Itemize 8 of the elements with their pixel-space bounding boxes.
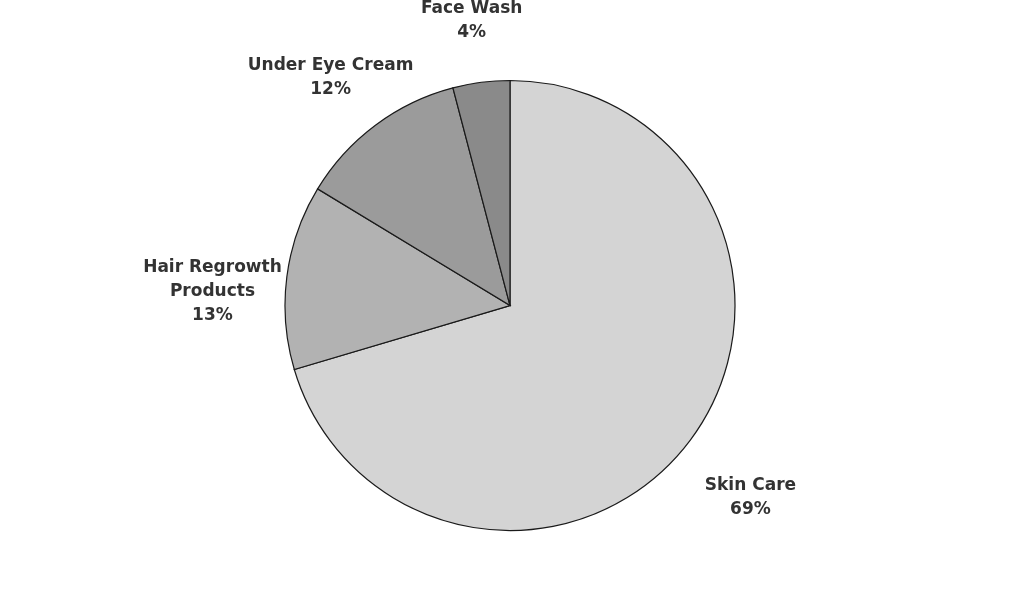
slice-label: Under Eye Cream	[247, 54, 414, 75]
data-label: 4%	[457, 20, 487, 41]
slice-label: Skin Care	[704, 473, 797, 494]
slice-label: Hair Regrowth Products	[143, 256, 282, 301]
data-label: 12%	[310, 78, 351, 99]
data-label: 13%	[192, 304, 233, 325]
slice-label: Face Wash	[420, 0, 523, 17]
data-label: 69%	[730, 497, 771, 518]
